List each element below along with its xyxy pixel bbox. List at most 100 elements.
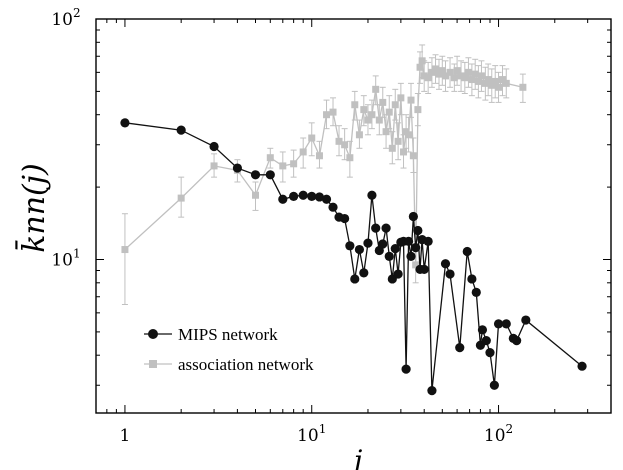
- plot-frame: [95, 18, 612, 414]
- data-point: [397, 94, 405, 102]
- y-axis-ticks: 101 102: [51, 6, 611, 386]
- data-point: [329, 108, 337, 116]
- data-point: [375, 116, 383, 124]
- data-point: [250, 170, 261, 180]
- data-point: [354, 244, 365, 255]
- data-point: [407, 96, 415, 104]
- plot-border: [95, 18, 612, 414]
- data-point: [278, 194, 288, 204]
- data-point: [289, 191, 299, 201]
- data-point: [424, 74, 432, 82]
- data-point: [419, 264, 429, 274]
- data-point: [384, 251, 394, 262]
- data-point: [379, 98, 387, 106]
- data-point: [501, 319, 511, 329]
- data-point: [488, 81, 496, 89]
- data-point: [414, 106, 422, 114]
- data-point: [420, 72, 428, 80]
- data-point: [350, 274, 360, 284]
- x-tick-exponent: 2: [506, 422, 514, 436]
- data-point: [471, 287, 481, 297]
- data-point: [440, 259, 451, 269]
- series-line: [124, 122, 583, 391]
- data-point: [381, 223, 391, 233]
- series-association: [121, 44, 527, 305]
- data-point: [346, 154, 354, 162]
- data-point: [491, 77, 499, 85]
- data-point: [477, 72, 485, 80]
- data-point: [493, 319, 504, 329]
- data-point: [308, 134, 316, 142]
- data-point: [266, 154, 274, 162]
- y-tick-exponent: 1: [73, 246, 81, 260]
- data-point: [423, 236, 433, 246]
- data-point: [403, 236, 414, 246]
- data-point: [385, 108, 393, 116]
- data-point: [495, 83, 503, 91]
- data-point: [279, 162, 287, 170]
- data-point: [477, 325, 488, 335]
- data-point: [484, 76, 492, 84]
- data-point: [176, 125, 186, 135]
- x-tick-label: 101: [297, 422, 326, 446]
- data-point: [481, 336, 491, 346]
- data-point: [409, 152, 417, 160]
- data-point: [400, 148, 408, 156]
- data-point: [502, 79, 510, 87]
- data-point: [406, 251, 416, 262]
- data-point: [481, 79, 489, 87]
- data-point: [418, 57, 426, 65]
- data-point: [252, 191, 260, 199]
- data-point: [210, 162, 218, 170]
- data-point: [341, 141, 349, 149]
- y-tick-label: 101: [51, 246, 80, 270]
- x-tick-label: 1: [120, 426, 131, 446]
- data-point: [468, 76, 476, 84]
- data-point: [412, 261, 420, 269]
- data-point: [519, 83, 527, 91]
- data-point: [413, 225, 423, 236]
- data-point: [416, 63, 424, 71]
- data-point: [232, 163, 243, 173]
- data-point: [340, 213, 350, 224]
- data-point: [328, 202, 338, 212]
- legend-label-mips: MIPS network: [178, 325, 278, 344]
- data-point: [498, 76, 506, 84]
- data-point: [378, 239, 388, 249]
- data-point: [307, 191, 317, 201]
- data-point: [335, 137, 343, 145]
- data-point: [394, 137, 402, 145]
- legend-marker-association: [149, 360, 157, 368]
- data-point: [391, 101, 399, 109]
- data-point: [438, 67, 446, 75]
- data-point: [461, 74, 469, 82]
- data-point: [290, 160, 298, 168]
- series-mips: [120, 118, 587, 396]
- data-point: [364, 116, 372, 124]
- x-tick-exponent: 1: [319, 422, 327, 436]
- data-point: [427, 386, 437, 396]
- data-point: [360, 106, 368, 114]
- data-point: [120, 118, 130, 128]
- data-point: [577, 361, 587, 371]
- data-point: [321, 194, 332, 204]
- data-point: [408, 211, 418, 222]
- data-point: [489, 380, 499, 390]
- data-point: [323, 111, 331, 119]
- data-point: [121, 246, 129, 254]
- data-point: [467, 274, 477, 284]
- data-point: [471, 70, 479, 78]
- data-point: [432, 65, 440, 73]
- data-point: [265, 170, 275, 180]
- legend-label-association: association network: [178, 355, 314, 374]
- data-point: [388, 144, 396, 152]
- data-point: [512, 336, 522, 346]
- data-point: [390, 243, 400, 254]
- data-point: [455, 343, 465, 353]
- data-point: [474, 77, 482, 85]
- data-point: [315, 152, 323, 160]
- data-point: [355, 131, 363, 139]
- data-point: [441, 72, 449, 80]
- y-tick-exponent: 2: [73, 6, 81, 20]
- data-point: [177, 194, 185, 202]
